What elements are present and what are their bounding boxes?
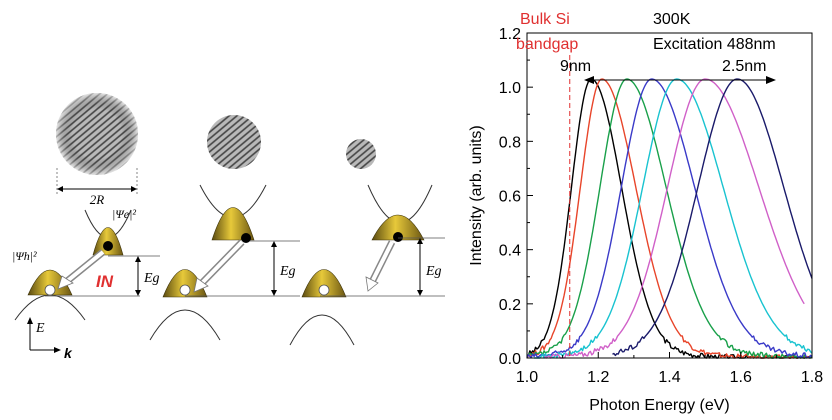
label-IN: IN — [96, 272, 114, 291]
band-diagram-2: Eg — [149, 184, 300, 341]
bulk-si-label-line1: Bulk Si — [520, 11, 570, 28]
label-k-axis: k — [64, 345, 73, 361]
spectrum-series-6 — [544, 78, 805, 359]
nanocrystal-small — [346, 139, 376, 169]
excitation-label: Excitation 488nm — [653, 36, 776, 53]
spectrum-series-7 — [612, 78, 813, 357]
x-tick-label: 1.4 — [658, 369, 680, 386]
y-tick-label: 0.0 — [499, 351, 521, 368]
label-Eg-2: Eg — [279, 264, 296, 279]
y-tick-label: 0.8 — [499, 134, 521, 151]
spectrum-series-1 — [526, 78, 813, 359]
y-tick-label: 0.6 — [499, 189, 521, 206]
x-tick-label: 1.2 — [587, 369, 609, 386]
spectrum-series-5 — [534, 78, 813, 359]
y-tick-label: 0.2 — [499, 297, 521, 314]
quantum-confinement-schematic: 2R Eg IN — [12, 93, 445, 361]
label-Eg-1: Eg — [143, 271, 160, 286]
y-tick-label: 1.2 — [499, 26, 521, 43]
y-tick-label: 1.0 — [499, 80, 521, 97]
diameter-marker: 2R — [56, 168, 138, 207]
pl-spectra-chart: 1.0 1.2 1.4 1.6 1.8 0.0 0.2 0.4 0.6 0.8 1.0 1.2 Phot… — [468, 11, 823, 414]
label-Eg-3: Eg — [425, 264, 442, 279]
size-label-large: 9nm — [560, 58, 591, 75]
series-layer — [526, 78, 813, 359]
band-diagram-1: Eg IN |Ψe|² |Ψh|² E k — [12, 207, 160, 361]
x-tick-label: 1.8 — [801, 369, 823, 386]
y-tick-label: 0.4 — [499, 243, 521, 260]
x-tick-label: 1.6 — [730, 369, 752, 386]
spectrum-series-4 — [526, 78, 813, 359]
size-range-arrow — [584, 76, 776, 84]
label-E-axis: E — [35, 321, 45, 336]
size-label-small: 2.5nm — [722, 58, 766, 75]
label-2R: 2R — [90, 192, 105, 207]
nanocrystal-medium — [207, 115, 261, 169]
x-tick-label: 1.0 — [516, 369, 538, 386]
temperature-label: 300K — [653, 11, 691, 28]
label-psi-e: |Ψe|² — [112, 207, 136, 221]
annotations-layer: Bulk Si bandgap 300K Excitation 488nm 9n… — [516, 11, 776, 358]
spectrum-series-3 — [526, 78, 813, 359]
nanocrystal-large — [56, 93, 138, 175]
x-axis-label: Photon Energy (eV) — [589, 397, 730, 414]
axes-layer: 1.0 1.2 1.4 1.6 1.8 0.0 0.2 0.4 0.6 0.8 1.0 1.2 Phot… — [468, 26, 823, 414]
label-psi-h: |Ψh|² — [12, 249, 37, 263]
y-axis-label: Intensity (arb. units) — [468, 125, 485, 266]
band-diagram-3: Eg — [289, 184, 445, 346]
bulk-si-label-line2: bandgap — [516, 36, 578, 53]
